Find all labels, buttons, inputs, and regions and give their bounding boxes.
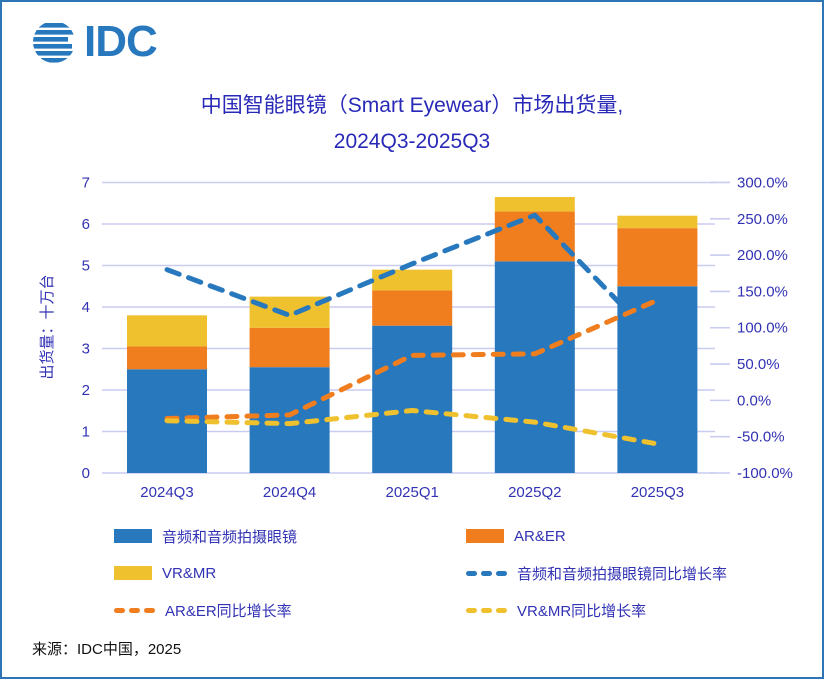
right-axis-tick-label: 300.0% [737, 174, 788, 191]
legend-item-AR&ER同比增长率: AR&ER同比增长率 [114, 598, 466, 622]
bar-segment-AR&ER-2025Q3 [617, 228, 698, 287]
right-axis-tick-label: 50.0% [737, 356, 780, 373]
bar-segment-AR&ER-2025Q1 [372, 290, 453, 326]
legend-item-VR&MR: VR&MR [114, 561, 466, 585]
legend-label: VR&MR同比增长率 [517, 602, 647, 620]
x-axis-tick-label: 2024Q4 [263, 484, 316, 501]
chart-title-line2: 2024Q3-2025Q3 [333, 130, 491, 153]
legend-label: AR&ER同比增长率 [165, 602, 292, 620]
legend-item-音频和音频拍摄眼镜: 音频和音频拍摄眼镜 [114, 524, 466, 548]
legend-label: AR&ER [514, 527, 566, 545]
x-axis-tick-label: 2025Q3 [631, 484, 684, 501]
idc-logo: IDC [28, 17, 158, 66]
right-axis-tick-label: -100.0% [737, 465, 793, 482]
legend-label: VR&MR [162, 564, 217, 582]
chart-title: 中国智能眼镜（Smart Eyewear）市场出货量, 2024Q3-2025Q… [2, 88, 822, 160]
y-axis-tick-label: 2 [82, 382, 90, 399]
chart-svg: 0 1 2 3 4 5 6 7 出货量：十万台 300.0% 250.0% 200.0% 150.0% 1… [39, 174, 793, 501]
legend-item-音频和音频拍摄眼镜同比增长率: 音频和音频拍摄眼镜同比增长率 [466, 561, 766, 585]
idc-globe-icon [33, 23, 75, 63]
growth-line-音频和音频拍摄眼镜同比增长率 [164, 212, 660, 345]
x-axis-tick-label: 2025Q1 [386, 484, 439, 501]
chart-title-line1: 中国智能眼镜（Smart Eyewear）市场出货量, [200, 94, 624, 117]
growth-line-VR&MR同比增长率 [164, 408, 660, 447]
y-axis-tick-label: 0 [82, 465, 90, 482]
right-axis-tick-label: 100.0% [737, 320, 788, 337]
y-axis-tick-label: 1 [82, 424, 90, 441]
right-axis-tick-label: 150.0% [737, 283, 788, 300]
bar-segment-AR&ER-2025Q2 [494, 211, 575, 262]
bar-segment-VR&MR-2025Q1 [372, 269, 453, 291]
right-axis-tick-label: -50.0% [737, 429, 785, 446]
right-axis-tick-label: 200.0% [737, 247, 788, 264]
x-axis-tick-label: 2024Q3 [140, 484, 193, 501]
legend-dash-swatch [114, 607, 155, 613]
legend-dash-swatch [466, 570, 507, 576]
right-axis-tick-label: 0.0% [737, 392, 771, 409]
idc-logo-text: IDC [84, 17, 158, 66]
legend-label: 音频和音频拍摄眼镜同比增长率 [517, 565, 728, 583]
chart-legend: 音频和音频拍摄眼镜 AR&ER VR&MR 音频和音频拍摄眼镜同比增长率 AR&ER同比… [114, 524, 774, 622]
right-axis-tick-label: 250.0% [737, 211, 788, 228]
legend-fill-swatch [114, 529, 152, 543]
bar-segment-AR&ER-2024Q3 [127, 346, 207, 370]
bar-segment-VR&MR-2025Q3 [617, 215, 698, 229]
x-axis-tick-label: 2025Q2 [508, 484, 561, 501]
source-note: 来源：IDC中国，2025 [32, 641, 182, 658]
bar-segment-VR&MR-2024Q3 [127, 315, 207, 347]
growth-line-AR&ER同比增长率 [164, 297, 660, 422]
legend-dash-swatch [466, 607, 507, 613]
y-axis-tick-label: 5 [82, 258, 90, 275]
y-axis-tick-label: 3 [82, 341, 90, 358]
legend-fill-swatch [466, 529, 504, 543]
y-axis-tick-label: 7 [82, 175, 90, 192]
y-axis-tick-label: 6 [82, 216, 90, 233]
bar-segment-音频和音频拍摄眼镜-2025Q1 [372, 325, 453, 473]
y-axis-title: 出货量：十万台 [39, 274, 56, 379]
legend-label: 音频和音频拍摄眼镜 [162, 528, 298, 546]
bar-segment-AR&ER-2024Q4 [249, 327, 330, 368]
legend-fill-swatch [114, 566, 152, 580]
legend-item-VR&MR同比增长率: VR&MR同比增长率 [466, 598, 766, 622]
legend-item-AR&ER: AR&ER [466, 524, 766, 548]
bar-segment-VR&MR-2025Q2 [494, 197, 575, 212]
bar-segment-音频和音频拍摄眼镜-2025Q2 [494, 261, 575, 473]
y-axis-tick-label: 4 [82, 299, 90, 316]
